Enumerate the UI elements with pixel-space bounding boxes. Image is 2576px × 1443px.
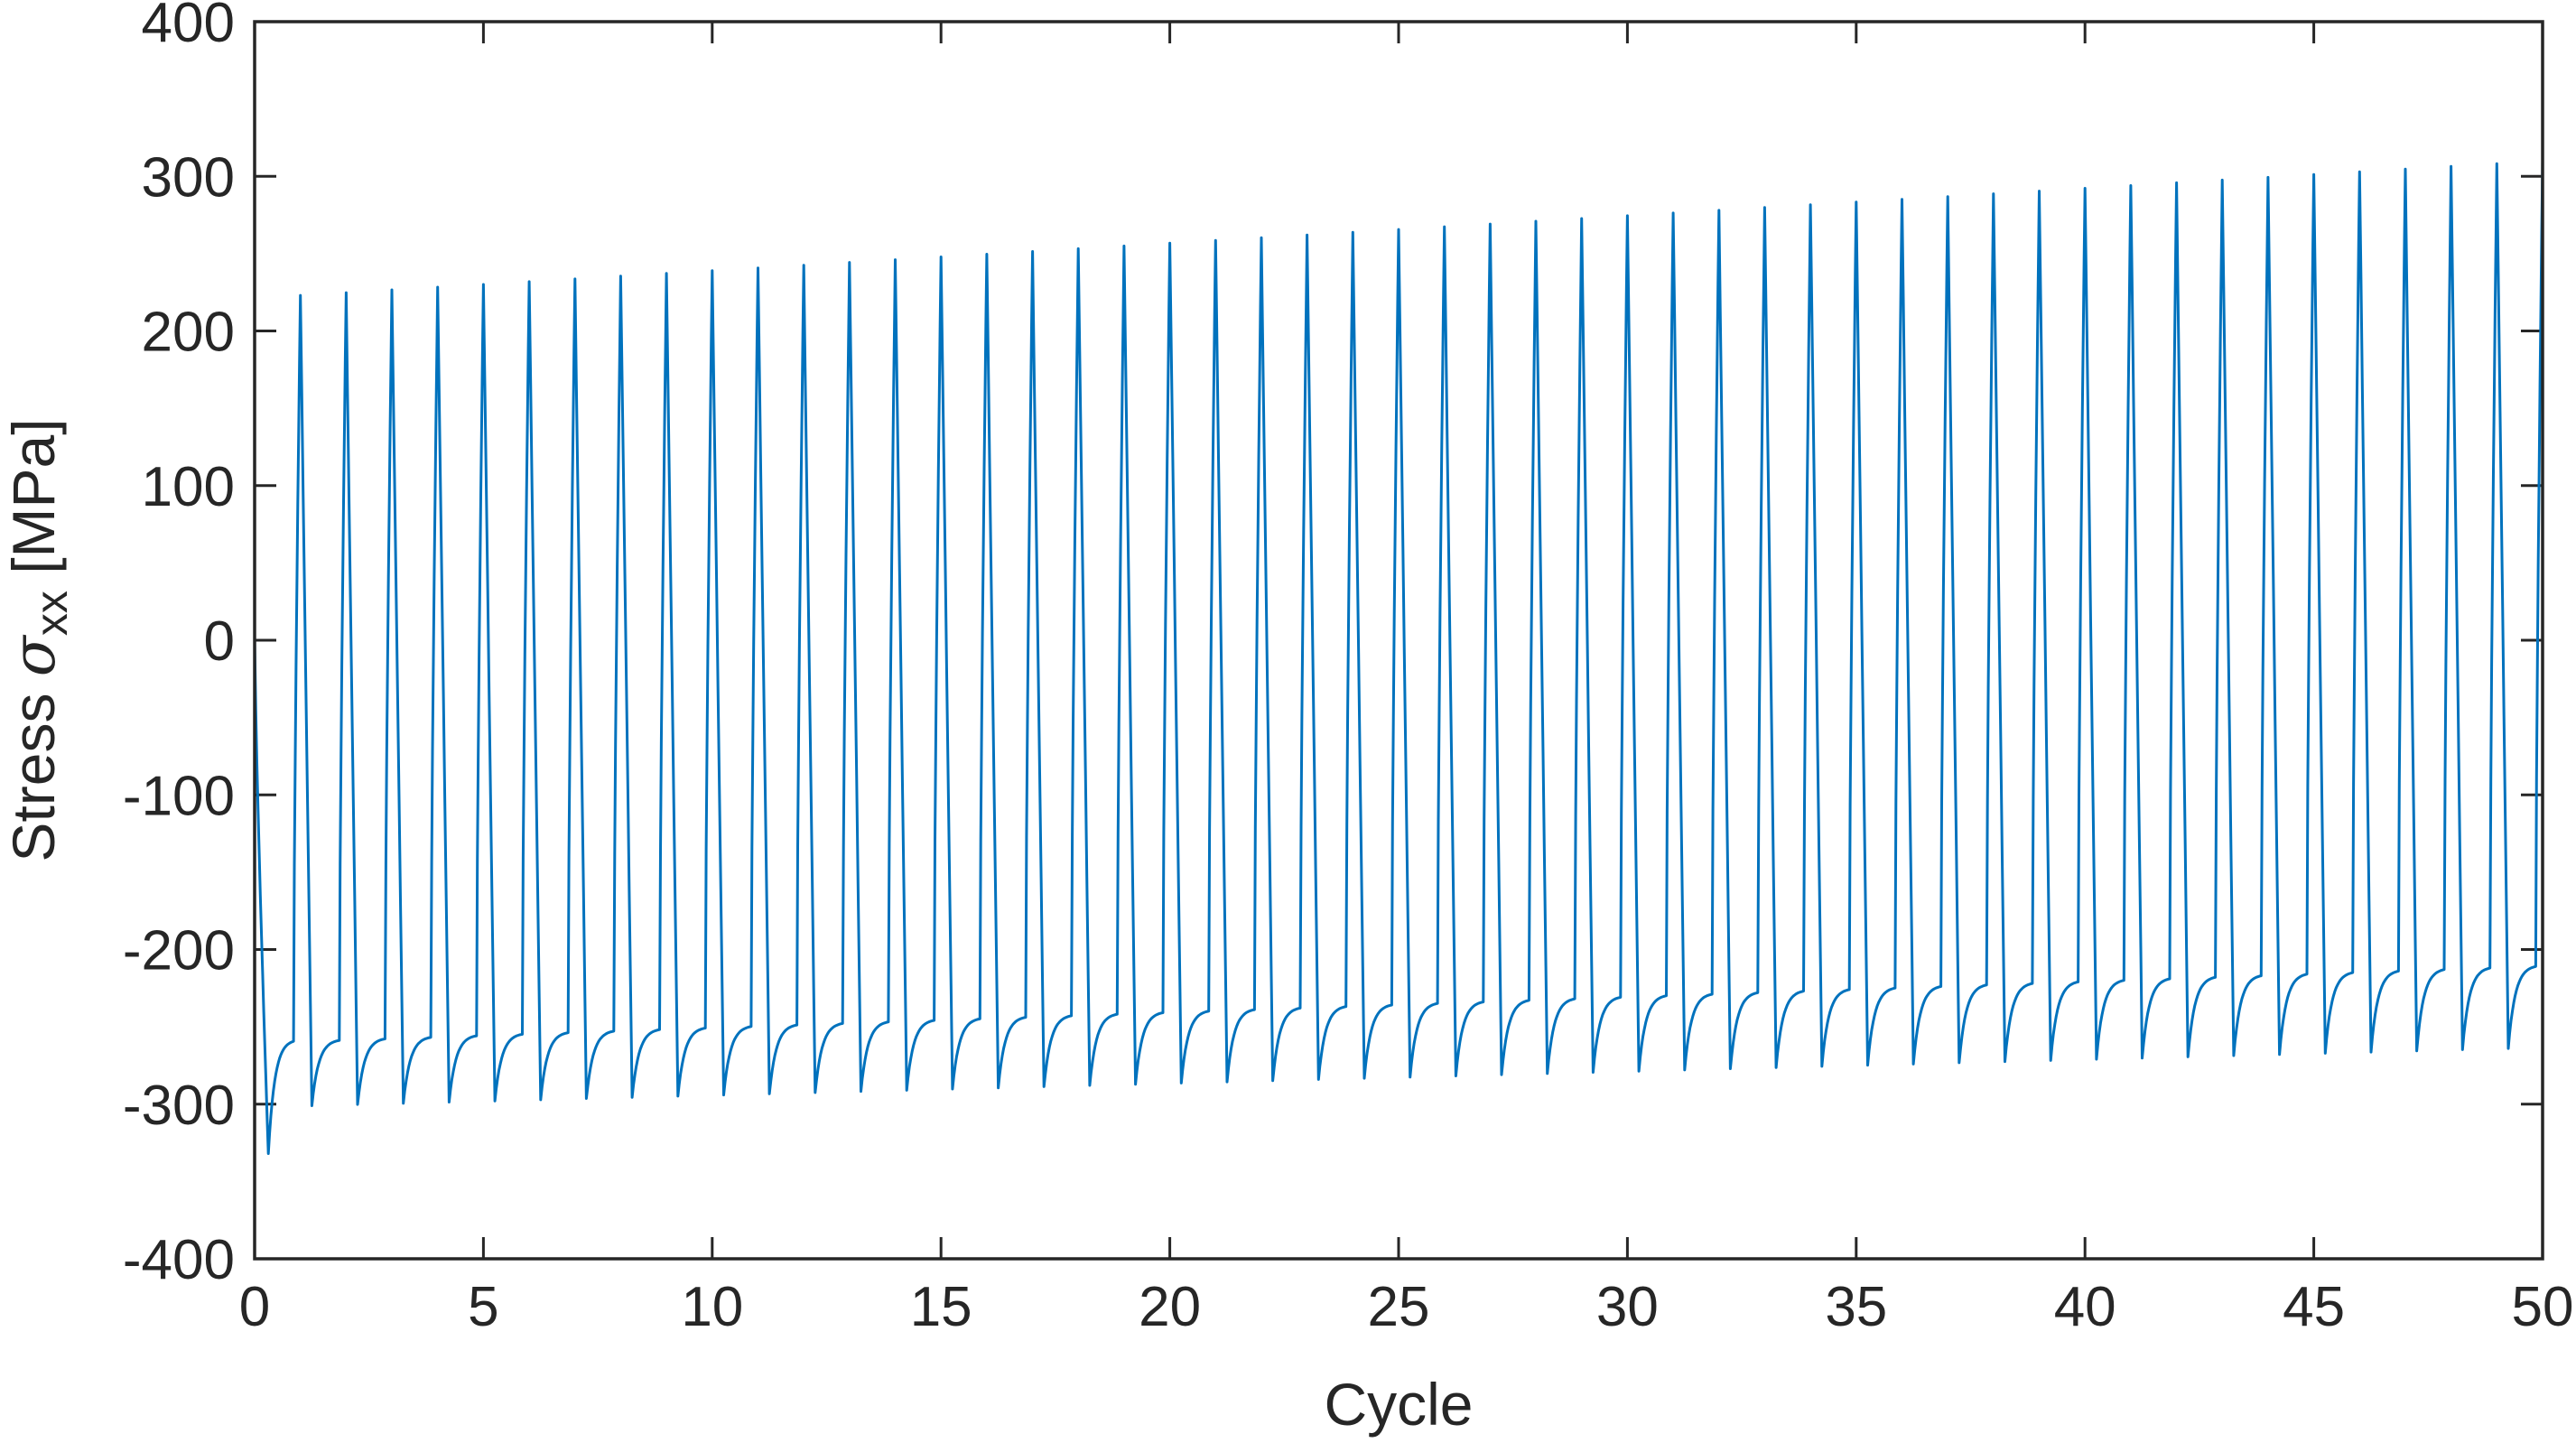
x-tick-label: 35 [1825, 1276, 1887, 1338]
x-tick-label: 10 [681, 1276, 743, 1338]
y-tick-label: -300 [123, 1075, 235, 1137]
y-tick-label: 200 [142, 302, 235, 364]
x-tick-label: 20 [1139, 1276, 1201, 1338]
x-tick-label: 15 [910, 1276, 972, 1338]
y-axis-label-subscript: xx [26, 591, 77, 636]
x-tick-label: 0 [239, 1276, 270, 1338]
y-axis-label-prefix: Stress [0, 676, 67, 861]
x-tick-label: 25 [1368, 1276, 1430, 1338]
y-tick-label: 300 [142, 146, 235, 209]
x-tick-label: 50 [2512, 1276, 2574, 1338]
x-tick-label: 30 [1596, 1276, 1659, 1338]
y-tick-label: 0 [204, 610, 235, 673]
y-tick-label: 400 [142, 0, 235, 54]
series-group [255, 161, 2543, 1155]
y-tick-label: 100 [142, 456, 235, 518]
x-axis-label: Cycle [1324, 1371, 1473, 1438]
y-axis-label: Stress σxx [MPa] [0, 418, 77, 861]
x-tick-label: 45 [2283, 1276, 2345, 1338]
y-axis-label-symbol: σ [0, 634, 69, 676]
y-tick-label: -100 [123, 765, 235, 827]
y-axis-label-suffix: [MPa] [0, 418, 67, 591]
x-tick-label: 40 [2054, 1276, 2116, 1338]
plot-frame [253, 20, 2544, 1261]
plot-background [255, 22, 2543, 1259]
y-tick-label: -200 [123, 920, 235, 982]
tick-labels: 0 5 10 15 20 25 30 35 40 45 50 -400 -300 -200 -100 0 100… [123, 0, 2574, 1338]
stress-series-line [255, 161, 2543, 1155]
y-tick-label: -400 [123, 1229, 235, 1291]
x-tick-label: 5 [468, 1276, 498, 1338]
